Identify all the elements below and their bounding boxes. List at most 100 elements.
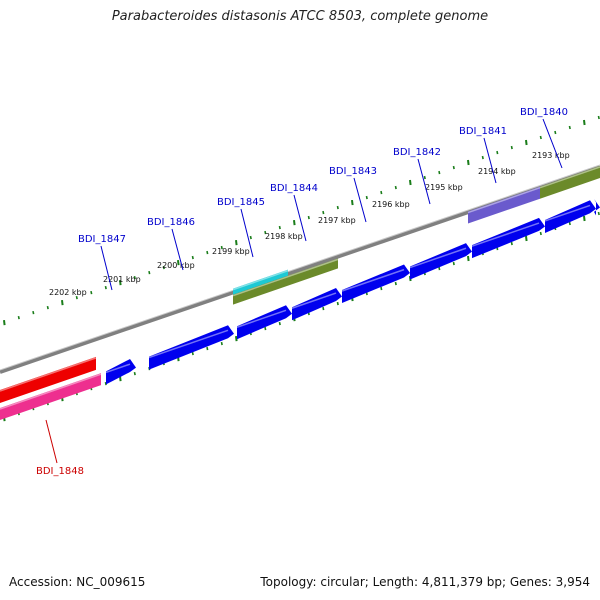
- ruler-tick-label: 2195 kbp: [425, 183, 463, 192]
- ruler-tick-label: 2200 kbp: [157, 261, 195, 270]
- ruler-tick-label: 2201 kbp: [103, 275, 141, 284]
- ruler-tick: [191, 351, 194, 356]
- forward-cds-bar-highlight: [236, 309, 287, 328]
- gene-bar-bdi-1845-feature: [233, 269, 288, 296]
- gene-bar-bdi-1840-feature: [540, 166, 600, 199]
- ruler-tick-label: 2202 kbp: [49, 288, 87, 297]
- ruler-tick: [148, 270, 151, 275]
- gene-label-bdi-1842: BDI_1842: [393, 147, 441, 158]
- forward-cds-bar-highlight: [471, 222, 540, 247]
- ruler-tick: [336, 205, 339, 210]
- ruler-tick: [322, 306, 325, 311]
- ruler-tick: [510, 145, 513, 150]
- gene-label-bdi-1841: BDI_1841: [459, 126, 507, 137]
- forward-cds-bar-highlight: [544, 204, 591, 222]
- ruler-tick: [133, 371, 136, 376]
- forward-cds-bar: [472, 217, 545, 259]
- ruler-tick: [409, 179, 412, 186]
- ruler-tick: [206, 346, 209, 351]
- ruler-tick-label: 2197 kbp: [318, 216, 356, 225]
- forward-cds-bar: [410, 243, 472, 280]
- ruler-tick: [525, 139, 528, 146]
- outer-ruler-track: [3, 115, 600, 326]
- ruler-tick: [278, 321, 281, 326]
- ruler-tick: [322, 210, 325, 215]
- ruler-tick: [394, 185, 397, 190]
- accession-text: Accession: NC_009615: [9, 575, 146, 589]
- ruler-tick-label: 2198 kbp: [265, 232, 303, 241]
- ruler-tick: [423, 175, 426, 180]
- ruler-tick: [206, 250, 209, 255]
- forward-cds-bar-highlight: [593, 202, 597, 205]
- forward-cds-bar: [149, 325, 234, 370]
- gene-label-bdi-1844: BDI_1844: [270, 183, 318, 194]
- gene-label-leader: [483, 137, 497, 184]
- ruler-tick: [162, 265, 165, 270]
- ruler-tick: [438, 266, 441, 271]
- ruler-tick: [249, 235, 252, 240]
- ruler-tick: [496, 150, 499, 155]
- forward-cds-bar-highlight: [105, 363, 131, 374]
- ruler-tick: [104, 285, 107, 290]
- map-title: Parabacteroides distasonis ATCC 8503, co…: [111, 9, 489, 24]
- gene-label-leader: [100, 245, 113, 291]
- ruler-tick: [75, 295, 78, 300]
- gene-label-leader: [542, 118, 563, 169]
- ruler-tick: [235, 239, 238, 246]
- gene-label-leader: [171, 228, 184, 271]
- ruler-tick: [365, 195, 368, 200]
- gene-bar-bdi-1841-feature: [468, 186, 540, 224]
- forward-cds-bar-highlight: [148, 329, 229, 359]
- ruler-tick: [32, 310, 35, 315]
- ruler-tick: [510, 241, 513, 246]
- ruler-tick: [90, 290, 93, 295]
- reverse-cds-bar-highlight: [0, 357, 97, 392]
- genome-backbone: [0, 164, 600, 374]
- reverse-cds-bar: [0, 356, 96, 403]
- ruler-tick: [452, 261, 455, 266]
- gene-bar-bdi-1844-feature-highlight: [232, 258, 339, 297]
- ruler-tick: [467, 255, 470, 262]
- gene-label-bdi-1840: BDI_1840: [520, 107, 568, 118]
- forward-cds-bar-highlight: [409, 247, 467, 269]
- gene-labels: BDI_1840 BDI_1841 BDI_1842 BDI_1843 BDI_1844…: [36, 107, 568, 477]
- ruler-tick: [61, 299, 64, 306]
- ruler-tick-label: 2193 kbp: [532, 151, 570, 160]
- ruler-tick: [220, 341, 223, 346]
- ruler-tick: [104, 381, 107, 386]
- ruler-tick: [597, 211, 600, 216]
- forward-cds-bar: [594, 198, 600, 216]
- ruler-tick: [264, 230, 267, 235]
- ruler-tick: [525, 235, 528, 242]
- gene-label-bdi-1848: BDI_1848: [36, 466, 84, 477]
- ruler-tick: [133, 275, 136, 280]
- forward-cds-bar: [545, 200, 596, 233]
- ruler-tick-label: 2199 kbp: [212, 247, 250, 256]
- ruler-tick: [539, 231, 542, 236]
- gene-label-bdi-1847: BDI_1847: [78, 234, 126, 245]
- gene-label-leader: [353, 177, 367, 223]
- forward-cds-bar: [106, 359, 136, 385]
- ruler-tick: [264, 326, 267, 331]
- ruler-tick: [380, 190, 383, 195]
- ruler-tick: [336, 301, 339, 306]
- forward-cds-bar-highlight: [291, 292, 337, 309]
- ruler-tick-label: 2196 kbp: [372, 200, 410, 209]
- ruler-tick: [17, 315, 20, 320]
- ruler-tick: [568, 221, 571, 226]
- gene-label-bdi-1846: BDI_1846: [147, 217, 195, 228]
- ruler-tick-labels: 2193 kbp 2194 kbp 2195 kbp 2196 kbp 2197 kbp…: [49, 151, 570, 297]
- ruler-tick: [278, 225, 281, 230]
- gene-label-leader: [293, 194, 307, 242]
- ruler-tick: [380, 286, 383, 291]
- ruler-tick: [394, 281, 397, 286]
- ruler-tick: [597, 115, 600, 120]
- gene-label-leader: [45, 419, 58, 464]
- ruler-tick: [119, 279, 122, 286]
- ruler-tick: [467, 159, 470, 166]
- gene-bar-bdi-1844-feature: [233, 258, 338, 305]
- ruler-tick-label: 2194 kbp: [478, 167, 516, 176]
- ruler-tick: [191, 255, 194, 260]
- genome-summary-text: Topology: circular; Length: 4,811,379 bp…: [260, 575, 590, 589]
